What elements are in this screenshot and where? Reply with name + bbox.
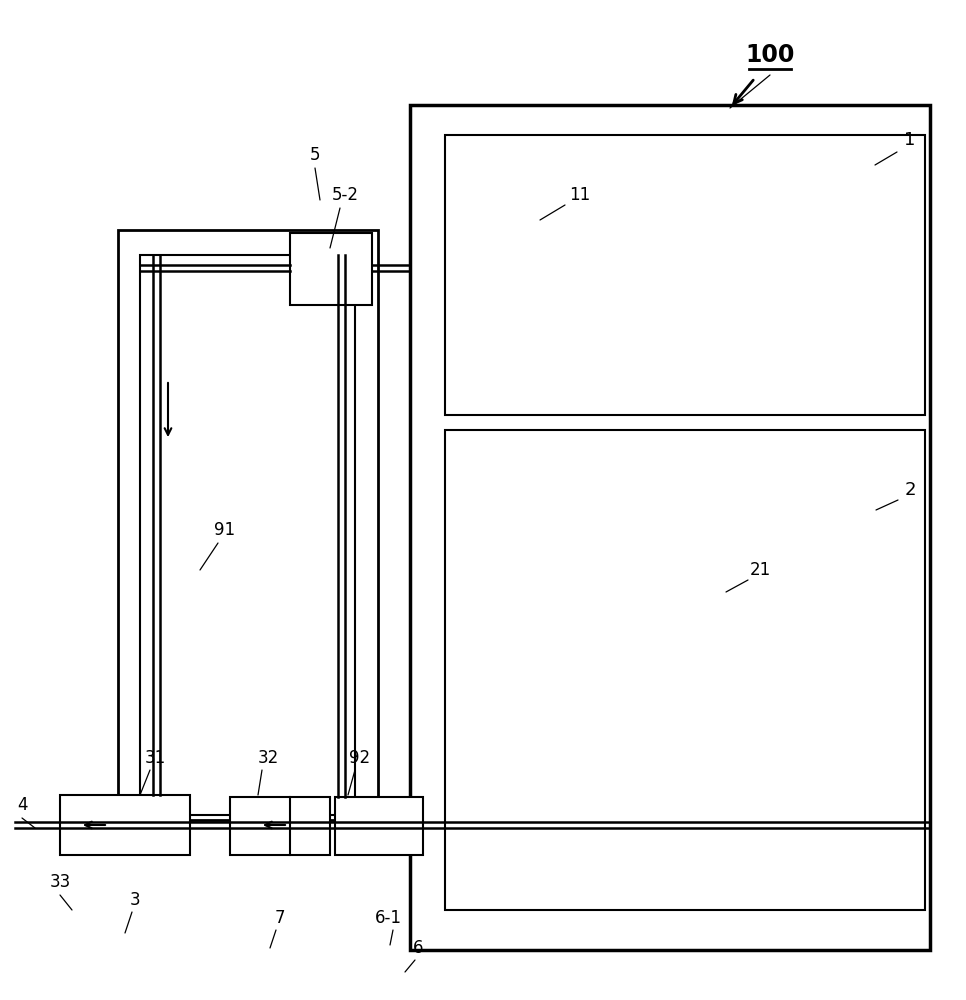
Text: 6: 6 — [412, 939, 423, 957]
Text: 5: 5 — [310, 146, 321, 164]
Text: 100: 100 — [746, 43, 795, 67]
Bar — [410, 105, 930, 950]
Bar — [140, 255, 355, 815]
Text: 91: 91 — [214, 521, 236, 539]
Text: 7: 7 — [274, 909, 285, 927]
Text: 2: 2 — [904, 481, 916, 499]
Text: 5-2: 5-2 — [331, 186, 358, 204]
Text: 92: 92 — [350, 749, 371, 767]
Text: 11: 11 — [569, 186, 590, 204]
Bar — [118, 230, 378, 820]
Bar — [445, 430, 925, 910]
Text: 31: 31 — [144, 749, 165, 767]
Text: 1: 1 — [904, 131, 916, 149]
Text: 6-1: 6-1 — [375, 909, 402, 927]
Bar — [230, 797, 330, 855]
Bar — [290, 233, 372, 305]
Text: 32: 32 — [257, 749, 278, 767]
Text: 33: 33 — [49, 873, 71, 891]
Bar — [60, 795, 190, 855]
Text: 21: 21 — [750, 561, 771, 579]
Text: 4: 4 — [16, 796, 27, 814]
Bar — [335, 797, 423, 855]
Bar — [445, 135, 925, 415]
Text: 3: 3 — [129, 891, 140, 909]
